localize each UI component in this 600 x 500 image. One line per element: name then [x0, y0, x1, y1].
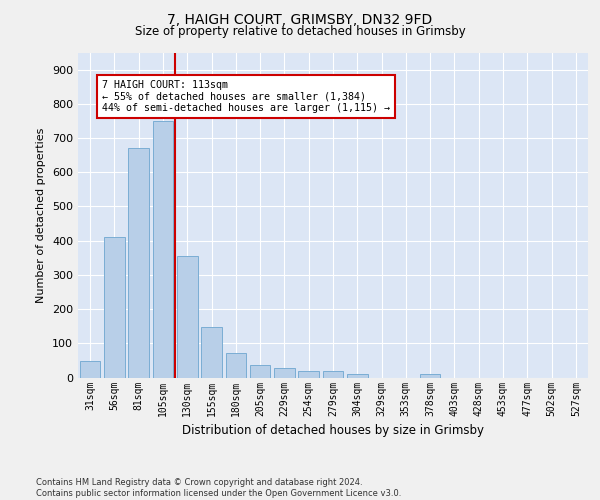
Bar	[250, 365, 271, 378]
Bar	[152, 121, 173, 378]
Bar	[323, 372, 343, 378]
Y-axis label: Number of detached properties: Number of detached properties	[37, 128, 46, 302]
Bar	[80, 361, 100, 378]
Bar	[298, 372, 319, 378]
Bar	[128, 148, 149, 378]
Bar	[226, 353, 246, 378]
Text: Size of property relative to detached houses in Grimsby: Size of property relative to detached ho…	[134, 25, 466, 38]
Text: 7, HAIGH COURT, GRIMSBY, DN32 9FD: 7, HAIGH COURT, GRIMSBY, DN32 9FD	[167, 12, 433, 26]
Bar	[177, 256, 197, 378]
Text: 7 HAIGH COURT: 113sqm
← 55% of detached houses are smaller (1,384)
44% of semi-d: 7 HAIGH COURT: 113sqm ← 55% of detached …	[102, 80, 390, 113]
Bar	[104, 237, 125, 378]
Bar	[274, 368, 295, 378]
Bar	[347, 374, 368, 378]
Text: Contains HM Land Registry data © Crown copyright and database right 2024.
Contai: Contains HM Land Registry data © Crown c…	[36, 478, 401, 498]
Bar	[420, 374, 440, 378]
X-axis label: Distribution of detached houses by size in Grimsby: Distribution of detached houses by size …	[182, 424, 484, 437]
Bar	[201, 327, 222, 378]
